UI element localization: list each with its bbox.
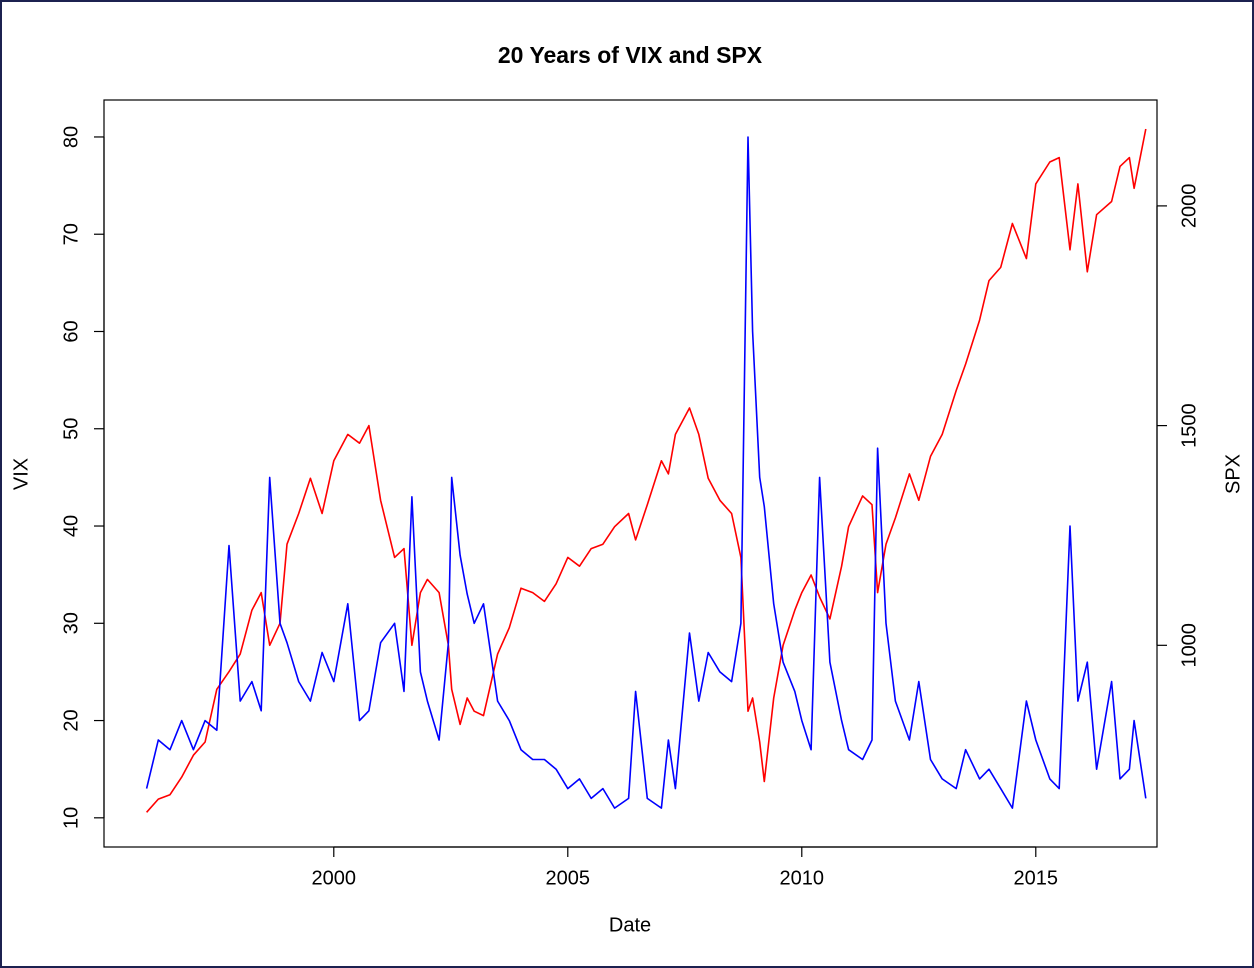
y2-axis-label: SPX — [1222, 454, 1244, 494]
y-tick-label: 60 — [60, 320, 82, 342]
y-tick-label: 50 — [60, 418, 82, 440]
x-tick-label: 2010 — [780, 867, 825, 889]
y-tick-label: 20 — [60, 709, 82, 731]
x-axis-label: Date — [609, 914, 651, 936]
series-line — [145, 136, 1147, 809]
y-tick-label: 70 — [60, 223, 82, 245]
series-line — [146, 128, 1147, 813]
x-tick-label: 2015 — [1014, 867, 1059, 889]
y-tick-label: 10 — [60, 807, 82, 829]
x-tick-label: 2005 — [546, 867, 591, 889]
x-tick-label: 2000 — [312, 867, 357, 889]
y-tick-label: 30 — [60, 612, 82, 634]
y-tick-label: 80 — [60, 126, 82, 148]
y2-tick-label: 1000 — [1178, 623, 1200, 668]
y-axis-label: VIX — [10, 458, 32, 490]
chart-title: 20 Years of VIX and SPX — [498, 42, 763, 68]
y2-tick-label: 2000 — [1178, 184, 1200, 229]
y-tick-label: 40 — [60, 515, 82, 537]
y2-tick-label: 1500 — [1178, 403, 1200, 448]
